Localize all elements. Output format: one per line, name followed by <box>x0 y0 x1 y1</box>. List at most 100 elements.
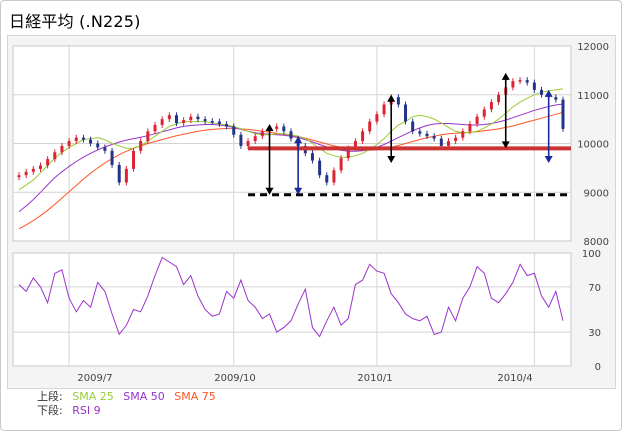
candle <box>53 149 57 163</box>
candle-body <box>124 168 128 183</box>
candle-body <box>525 80 529 83</box>
candle-body <box>103 147 107 151</box>
candle-body <box>117 164 121 183</box>
arrow-blue-head-down <box>294 187 303 195</box>
candle <box>203 116 207 124</box>
candle-body <box>24 171 28 176</box>
candle <box>532 79 536 93</box>
legend: 上段: SMA 25 SMA 50 SMA 75 下段: RSI 9 <box>37 390 222 418</box>
price-tick-label: 8000 <box>584 237 609 248</box>
candle <box>289 128 293 142</box>
legend-upper-label: 上段: <box>37 390 63 403</box>
candle <box>117 162 121 186</box>
candle-body <box>318 160 322 176</box>
candle <box>31 165 35 175</box>
arrow-black-head-down <box>265 187 274 195</box>
arrow-blue-head-up <box>544 89 553 97</box>
candle-body <box>325 175 329 183</box>
candle-body <box>446 141 450 146</box>
candle-body <box>461 131 465 138</box>
candle <box>110 147 114 168</box>
lower-pane-bg <box>12 252 572 367</box>
legend-sma75: SMA 75 <box>174 390 216 403</box>
candle <box>454 134 458 144</box>
candle-body <box>31 168 35 172</box>
candle <box>225 121 229 130</box>
candle-body <box>253 136 257 142</box>
candle <box>38 162 42 172</box>
candle <box>189 113 193 124</box>
candle <box>260 128 264 140</box>
candle <box>146 128 150 144</box>
candle-body <box>182 120 186 124</box>
price-tick-label: 11000 <box>577 91 609 102</box>
price-tick-label: 10000 <box>577 140 609 151</box>
candle <box>160 116 164 128</box>
legend-upper-row: 上段: SMA 25 SMA 50 SMA 75 <box>37 390 222 404</box>
candle-body <box>489 102 493 110</box>
candle <box>153 122 157 135</box>
candle-body <box>246 141 250 146</box>
candle-body <box>540 89 544 95</box>
arrow-black-head-up <box>501 72 510 80</box>
candle-body <box>67 141 71 146</box>
arrow-black <box>265 124 274 195</box>
candle <box>468 121 472 135</box>
candle <box>396 94 400 108</box>
arrow-blue <box>544 89 553 163</box>
candle <box>17 172 21 181</box>
candle <box>425 130 429 140</box>
candle-body <box>210 121 214 123</box>
legend-sma50: SMA 50 <box>123 390 165 403</box>
candle-body <box>60 145 64 153</box>
candle-body <box>74 137 78 142</box>
legend-lower-label: 下段: <box>37 404 63 417</box>
candle <box>74 134 78 144</box>
candle <box>482 106 486 120</box>
candle <box>275 123 279 132</box>
candle <box>132 147 136 172</box>
candle-body <box>368 121 372 132</box>
candle <box>489 99 493 113</box>
candle-body <box>454 137 458 142</box>
candle <box>511 78 515 91</box>
candle <box>432 133 436 142</box>
candle-body <box>38 165 42 169</box>
candle <box>339 155 343 174</box>
candle-body <box>532 82 536 90</box>
candle-body <box>346 148 350 159</box>
arrow-black-head-up <box>387 94 396 102</box>
arrow-black-head-up <box>265 124 274 131</box>
candle-body <box>439 138 443 146</box>
candle <box>182 117 186 126</box>
candle-body <box>310 153 314 161</box>
candle-body <box>353 141 357 149</box>
arrow-blue <box>294 136 303 195</box>
candle <box>103 144 107 154</box>
candle-body <box>332 170 336 183</box>
candle <box>404 101 408 125</box>
arrow-black <box>387 94 396 163</box>
candle-body <box>46 159 50 166</box>
candle-body <box>511 81 515 88</box>
candle-body <box>468 124 472 132</box>
price-tick-label: 12000 <box>577 42 609 53</box>
candle <box>174 112 178 126</box>
candle <box>332 167 336 186</box>
candle <box>239 131 243 149</box>
candle-body <box>110 150 114 165</box>
candle <box>139 138 143 154</box>
candle <box>411 118 415 135</box>
candle-body <box>260 131 264 137</box>
candle-body <box>196 116 200 120</box>
candle-body <box>17 175 21 178</box>
arrow-blue-head-down <box>544 156 553 163</box>
candle-body <box>339 158 343 171</box>
candle <box>210 118 214 125</box>
arrow-black-head-down <box>387 156 396 163</box>
candle-body <box>497 94 501 103</box>
candle-body <box>375 114 379 122</box>
arrow-blue-head-up <box>294 136 303 144</box>
